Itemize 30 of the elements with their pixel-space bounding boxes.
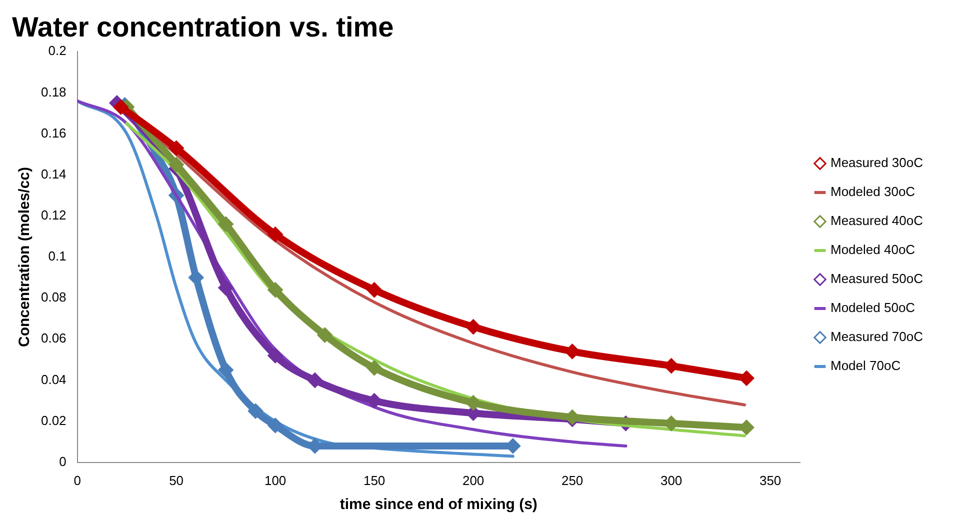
y-tick-label: 0.04 [40,372,66,387]
x-tick-label: 50 [169,472,184,488]
x-tick-label: 200 [462,472,484,488]
legend-label: Modeled 40oC [830,242,916,258]
y-tick-label: 0.06 [40,330,66,346]
y-tick-label: 0.1 [48,248,66,264]
x-tick-label: 350 [759,472,782,488]
legend-label: Measured 50oC [830,271,923,286]
legend-label: Measured 40oC [830,213,923,228]
legend-label: Measured 30oC [830,155,923,170]
x-tick-label: 250 [561,472,584,488]
y-tick-label: 0.2 [48,43,66,58]
y-tick-label: 0.08 [40,290,66,305]
x-tick-label: 100 [264,472,286,488]
y-tick-label: 0.14 [40,166,66,182]
y-tick-label: 0.16 [40,125,66,140]
legend-label: Modeled 50oC [830,300,916,316]
y-axis-title: Concentration (moles/cc) [16,166,34,348]
y-tick-label: 0 [59,454,66,469]
y-tick-label: 0.02 [40,412,66,428]
y-tick-label: 0.12 [40,208,66,222]
x-axis-title: time since end of mixing (s) [340,496,538,514]
legend-label: Modeled 30oC [830,184,916,200]
x-tick-label: 150 [363,472,386,488]
chart-title: Water concentration vs. time [12,12,394,43]
legend-label: Measured 70oC [830,329,923,344]
y-tick-label: 0.18 [40,84,66,100]
legend-label: Model 70oC [830,358,901,374]
x-tick-label: 300 [660,472,682,488]
x-tick-label: 0 [74,472,81,488]
